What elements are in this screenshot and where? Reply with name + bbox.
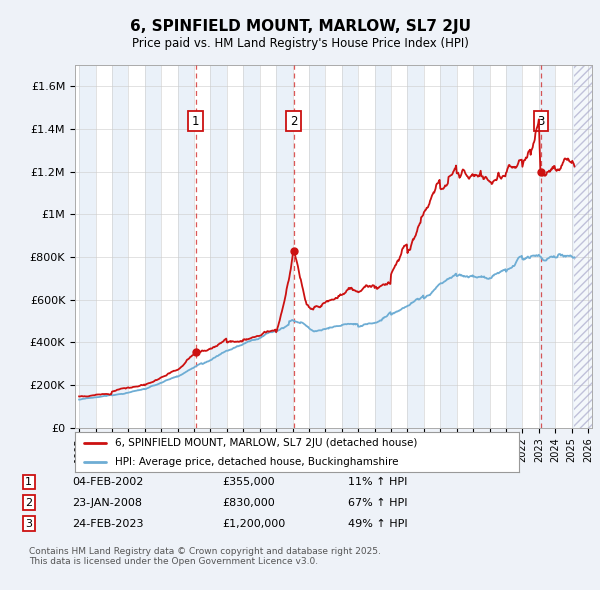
- Bar: [473, 65, 490, 428]
- Text: 23-JAN-2008: 23-JAN-2008: [72, 498, 142, 507]
- Text: Price paid vs. HM Land Registry's House Price Index (HPI): Price paid vs. HM Land Registry's House …: [131, 37, 469, 50]
- Text: £830,000: £830,000: [222, 498, 275, 507]
- Bar: [342, 65, 358, 428]
- Text: 1: 1: [192, 114, 199, 127]
- Bar: [374, 65, 391, 428]
- Text: 04-FEB-2002: 04-FEB-2002: [72, 477, 143, 487]
- Bar: [574, 65, 592, 428]
- Bar: [79, 65, 95, 428]
- Text: 2: 2: [290, 114, 297, 127]
- Text: Contains HM Land Registry data © Crown copyright and database right 2025.: Contains HM Land Registry data © Crown c…: [29, 547, 380, 556]
- Bar: [112, 65, 128, 428]
- Text: 1: 1: [25, 477, 32, 487]
- Bar: [145, 65, 161, 428]
- Text: 24-FEB-2023: 24-FEB-2023: [72, 519, 143, 529]
- Text: This data is licensed under the Open Government Licence v3.0.: This data is licensed under the Open Gov…: [29, 558, 318, 566]
- Bar: [574, 65, 592, 428]
- Text: 49% ↑ HPI: 49% ↑ HPI: [348, 519, 407, 529]
- Text: £1,200,000: £1,200,000: [222, 519, 285, 529]
- Bar: [178, 65, 194, 428]
- Bar: [309, 65, 325, 428]
- Bar: [243, 65, 260, 428]
- Text: 11% ↑ HPI: 11% ↑ HPI: [348, 477, 407, 487]
- Bar: [276, 65, 293, 428]
- Text: 6, SPINFIELD MOUNT, MARLOW, SL7 2JU: 6, SPINFIELD MOUNT, MARLOW, SL7 2JU: [130, 19, 470, 34]
- Text: £355,000: £355,000: [222, 477, 275, 487]
- Bar: [440, 65, 457, 428]
- Bar: [506, 65, 523, 428]
- Text: 3: 3: [25, 519, 32, 529]
- Bar: [539, 65, 555, 428]
- Text: 3: 3: [538, 114, 545, 127]
- Bar: [572, 65, 574, 428]
- Text: HPI: Average price, detached house, Buckinghamshire: HPI: Average price, detached house, Buck…: [115, 457, 398, 467]
- Bar: [407, 65, 424, 428]
- Text: 2: 2: [25, 498, 32, 507]
- Text: 6, SPINFIELD MOUNT, MARLOW, SL7 2JU (detached house): 6, SPINFIELD MOUNT, MARLOW, SL7 2JU (det…: [115, 438, 418, 448]
- Text: 67% ↑ HPI: 67% ↑ HPI: [348, 498, 407, 507]
- Bar: [211, 65, 227, 428]
